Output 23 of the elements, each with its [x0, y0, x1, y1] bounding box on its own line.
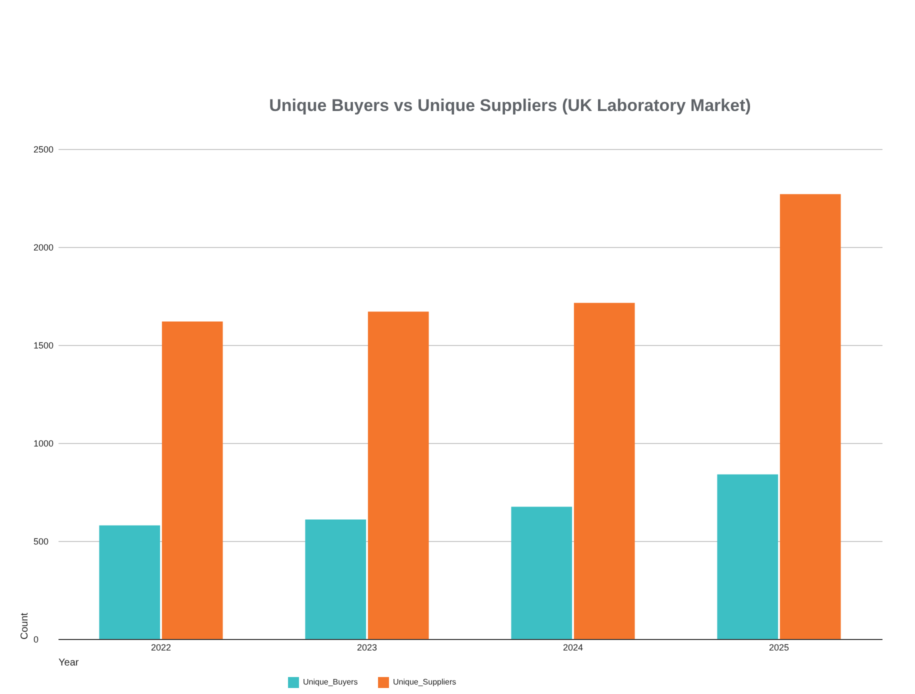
- bar: [305, 519, 366, 639]
- x-tick-label: 2023: [356, 642, 378, 652]
- bar: [162, 321, 223, 639]
- y-tick-label: 0: [34, 634, 39, 644]
- bar: [368, 312, 429, 639]
- legend-label: Unique_Buyers: [303, 678, 358, 687]
- x-tick-label: 2024: [562, 642, 584, 652]
- bar: [99, 525, 160, 639]
- bar: [780, 194, 841, 639]
- y-tick-label: 1000: [34, 438, 54, 448]
- y-axis-title: Count: [20, 612, 30, 640]
- y-tick-label: 500: [34, 536, 49, 546]
- chart-title: Unique Buyers vs Unique Suppliers (UK Laboratory Market): [269, 96, 751, 115]
- bar: [717, 474, 778, 639]
- x-axis-title: Year: [58, 658, 80, 668]
- y-tick-label: 2000: [34, 242, 54, 252]
- y-tick-label: 1500: [34, 340, 54, 350]
- y-tick-label: 2500: [34, 144, 54, 154]
- x-tick-label: 2025: [768, 642, 790, 652]
- legend-label: Unique_Suppliers: [393, 678, 456, 687]
- bar: [574, 302, 635, 639]
- bar: [511, 506, 572, 639]
- x-tick-label: 2022: [150, 642, 172, 652]
